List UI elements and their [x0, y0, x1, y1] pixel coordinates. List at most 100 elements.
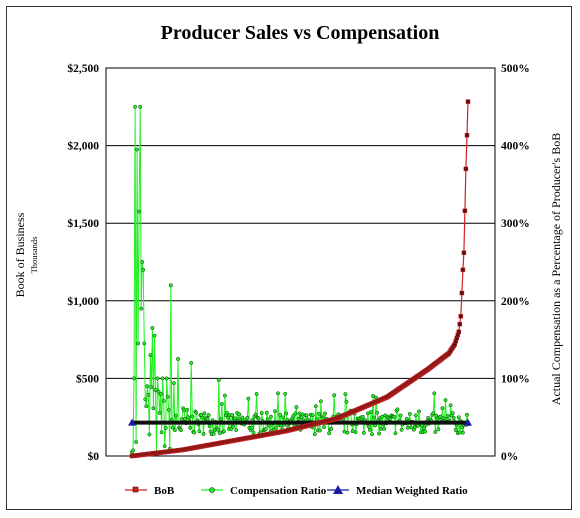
- compensation-ratio-point: [226, 415, 230, 420]
- y2-tick-label: 0%: [501, 451, 518, 463]
- compensation-ratio-point: [155, 376, 160, 381]
- bob-point: [457, 321, 463, 327]
- compensation-ratio-point: [450, 411, 455, 416]
- legend-item-median-weighted-ratio: Median Weighted Ratio: [327, 485, 468, 497]
- compensation-ratio-point: [205, 417, 210, 422]
- compensation-ratio-point: [202, 411, 207, 416]
- compensation-ratio-point: [344, 399, 349, 404]
- compensation-ratio-point: [423, 429, 428, 434]
- compensation-ratio-point: [264, 410, 269, 415]
- compensation-ratio-point: [251, 430, 256, 435]
- compensation-ratio-point: [160, 376, 165, 381]
- y2-tick-label: 200%: [501, 296, 530, 308]
- median-weighted-ratio-series: [128, 418, 472, 426]
- compensation-ratio-point: [186, 415, 191, 420]
- bob-point: [458, 314, 464, 319]
- compensation-ratio-point: [274, 426, 278, 431]
- legend-label-median-weighted-ratio: Median Weighted Ratio: [356, 485, 468, 497]
- compensation-ratio-point: [148, 353, 153, 358]
- compensation-ratio-point: [158, 392, 163, 396]
- compensation-ratio-point: [172, 428, 177, 433]
- y-tick-label: $500: [76, 372, 99, 385]
- compensation-ratio-point: [200, 415, 205, 420]
- y-tick-label: $0: [88, 450, 100, 463]
- compensation-ratio-point: [231, 424, 236, 429]
- compensation-ratio-point: [253, 412, 258, 417]
- compensation-ratio-point: [314, 417, 319, 422]
- bob-point: [459, 290, 465, 296]
- compensation-ratio-point: [361, 430, 366, 435]
- compensation-ratio-point: [225, 410, 229, 415]
- bob-point: [463, 166, 469, 172]
- bob-point: [456, 329, 462, 335]
- compensation-ratio-point: [438, 414, 443, 419]
- compensation-ratio-point: [345, 430, 350, 435]
- compensation-ratio-point: [259, 411, 264, 415]
- compensation-ratio-point: [318, 399, 323, 404]
- y-tick-label: $2,000: [67, 140, 99, 153]
- y-tick-label: $1,000: [67, 295, 99, 308]
- compensation-ratio-point: [137, 209, 142, 214]
- compensation-ratio-point: [185, 407, 190, 412]
- compensation-ratio-point: [313, 404, 318, 409]
- compensation-ratio-point: [219, 402, 224, 406]
- compensation-ratio-point: [413, 413, 418, 418]
- compensation-ratio-point: [201, 432, 206, 436]
- compensation-ratio-point: [422, 426, 427, 431]
- compensation-ratio-point: [194, 410, 199, 415]
- compensation-ratio-point: [268, 414, 273, 419]
- legend-label-compensation-ratio: Compensation Ratio: [230, 485, 327, 497]
- median-weighted-ratio-marker: [128, 418, 136, 426]
- compensation-ratio-point: [371, 394, 375, 398]
- compensation-ratio-point: [140, 260, 145, 264]
- compensation-ratio-point: [405, 425, 410, 430]
- compensation-ratio-point: [443, 398, 448, 403]
- compensation-ratio-point: [407, 411, 412, 416]
- legend-label-bob: BoB: [154, 485, 175, 497]
- compensation-ratio-point: [132, 376, 136, 381]
- compensation-ratio-point: [367, 427, 372, 432]
- compensation-ratio-point: [190, 414, 195, 419]
- compensation-ratio-point: [294, 405, 299, 410]
- compensation-ratio-point: [432, 391, 437, 396]
- gridlines: [106, 67, 495, 457]
- y2-tick-label: 500%: [501, 63, 530, 75]
- compensation-ratio-point: [451, 416, 456, 421]
- legend-item-bob: BoB: [125, 485, 175, 497]
- compensation-ratio-point: [151, 406, 156, 411]
- bob-point: [465, 99, 471, 104]
- compensation-ratio-point: [382, 426, 387, 431]
- legend: BoB Compensation Ratio Median Weighted R…: [125, 485, 468, 497]
- compensation-ratio-point: [179, 428, 183, 433]
- compensation-ratio-point: [168, 283, 173, 288]
- compensation-ratio-point: [215, 427, 220, 432]
- compensation-ratio-point: [304, 413, 309, 418]
- compensation-ratio-point: [276, 391, 280, 396]
- y-axis-label: Book of Business: [13, 212, 27, 297]
- compensation-ratio-point: [246, 396, 251, 401]
- compensation-ratio-point: [353, 430, 358, 435]
- compensation-ratio-point: [192, 430, 197, 435]
- compensation-ratio-point: [283, 391, 288, 396]
- bob-point: [460, 267, 466, 273]
- compensation-ratio-point: [146, 392, 151, 397]
- compensation-ratio-point: [173, 413, 178, 418]
- compensation-ratio-series: [130, 104, 470, 455]
- compensation-ratio-point: [170, 425, 175, 430]
- compensation-ratio-point: [456, 415, 461, 420]
- compensation-ratio-point: [256, 416, 261, 421]
- compensation-ratio-point: [393, 431, 398, 436]
- median-weighted-ratio-marker: [463, 418, 472, 426]
- compensation-ratio-point: [263, 427, 268, 431]
- compensation-ratio-point: [237, 412, 242, 417]
- compensation-ratio-point: [317, 428, 322, 433]
- y2-axis-ticks: 0% 100% 200% 300% 400% 500%: [501, 63, 530, 463]
- compensation-ratio-point: [445, 413, 450, 418]
- bob-point: [462, 208, 468, 214]
- compensation-ratio-point: [152, 333, 157, 338]
- compensation-ratio-point: [188, 425, 193, 430]
- compensation-ratio-point: [417, 409, 421, 414]
- compensation-ratio-point: [153, 388, 158, 392]
- compensation-ratio-point: [316, 411, 321, 416]
- compensation-ratio-point: [312, 432, 317, 437]
